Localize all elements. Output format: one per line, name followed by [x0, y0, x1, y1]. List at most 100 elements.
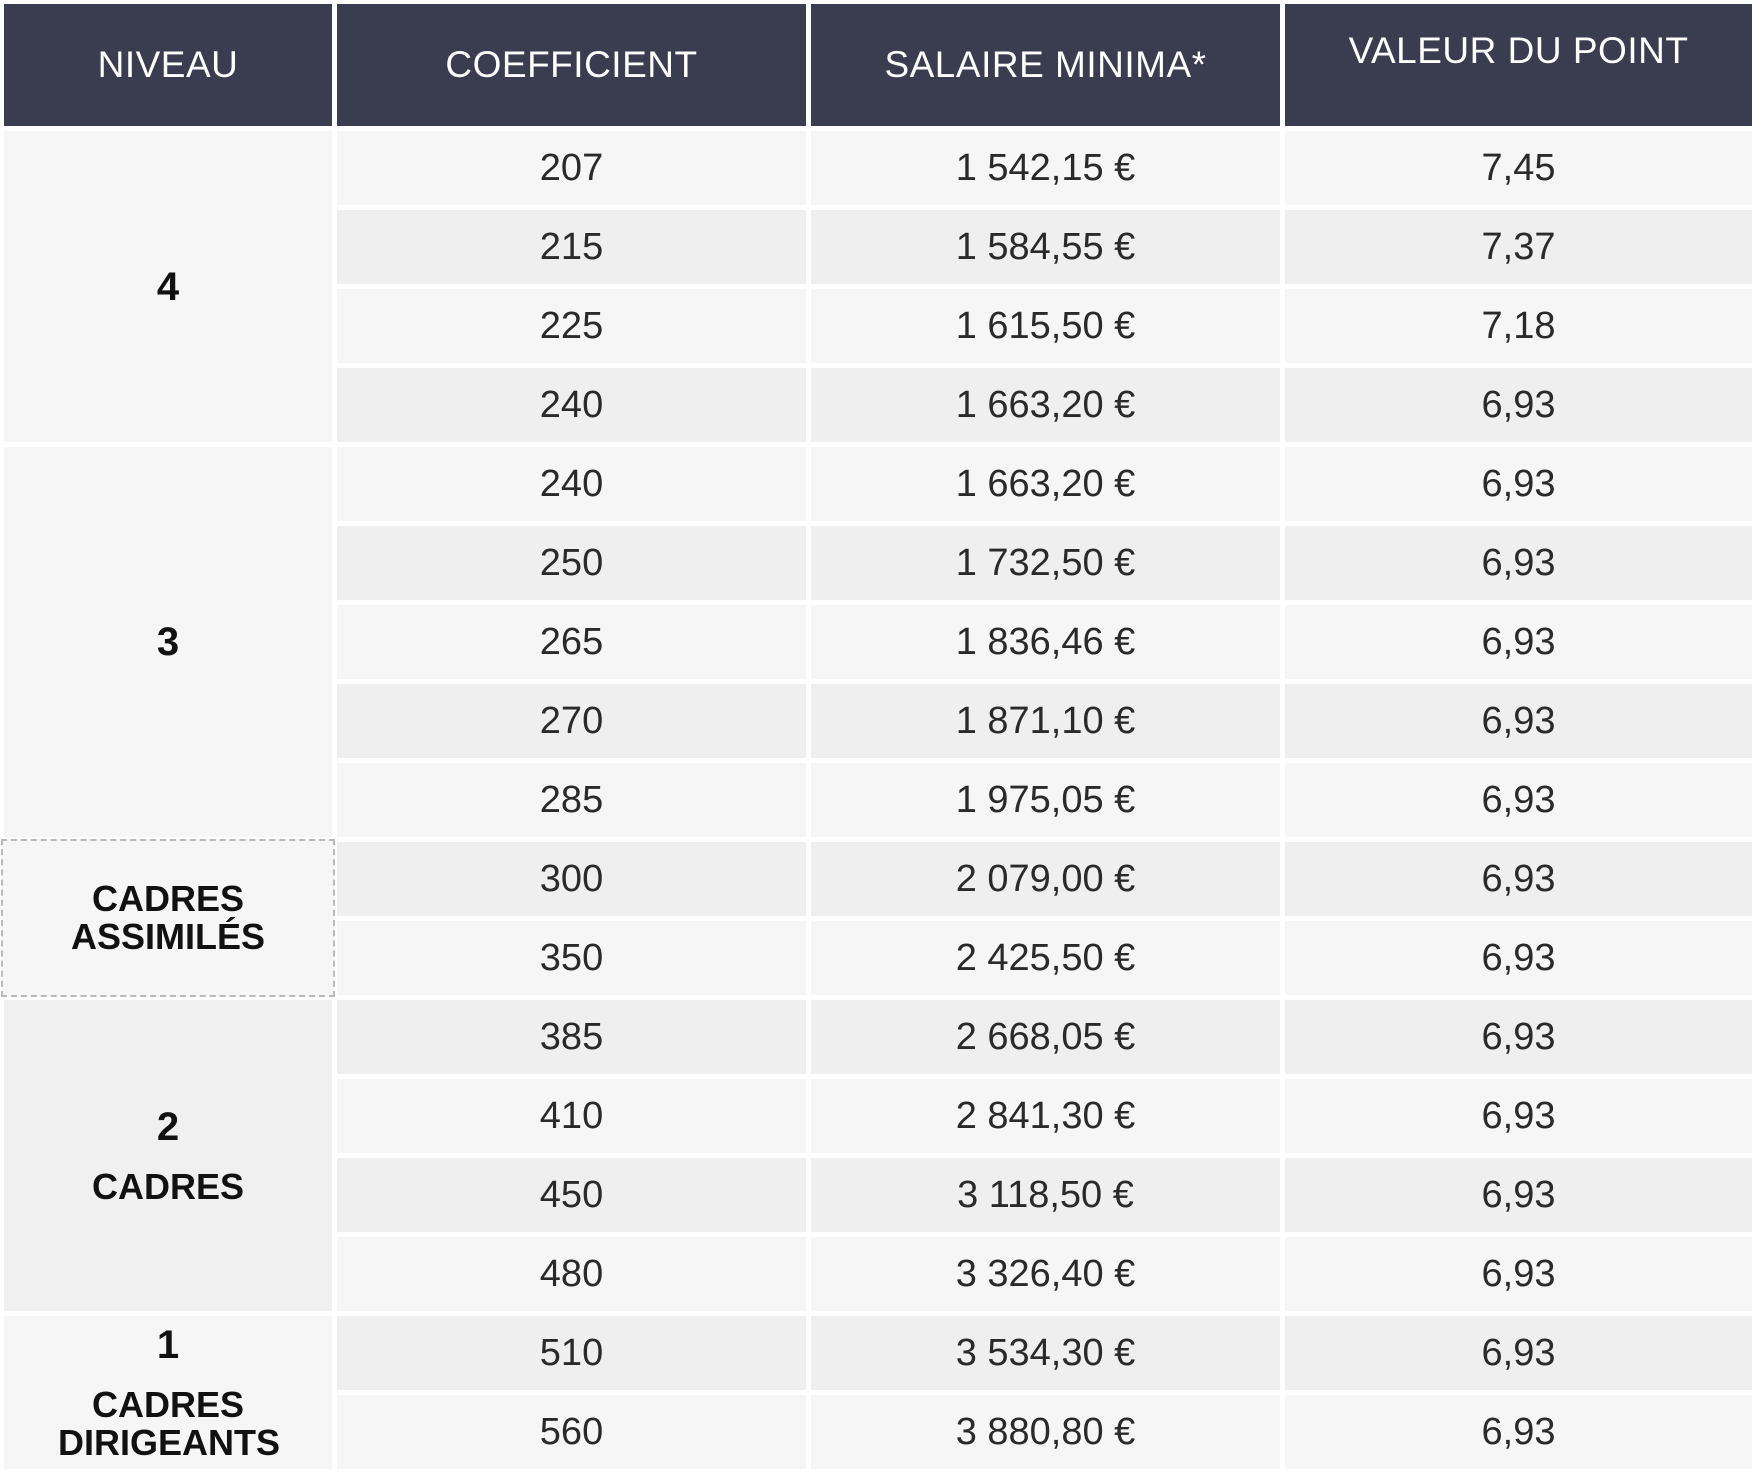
salaire-cell: 1 663,20 €: [811, 368, 1280, 442]
group-label: CADRES ASSIMILÉS: [70, 878, 266, 957]
valeur-cell: 6,93: [1285, 1000, 1752, 1074]
valeur-cell-text: 6,93: [1481, 1094, 1556, 1137]
group-label: CADRES DIRIGEANTS: [58, 1383, 281, 1463]
valeur-cell: 6,93: [1285, 368, 1752, 442]
valeur-cell-text: 6,93: [1481, 1410, 1556, 1453]
salaire-cell: 1 732,50 €: [811, 526, 1280, 600]
header-valeur-du-point: VALEUR DU POINT: [1285, 4, 1752, 126]
salaire-cell-text: 3 880,80 €: [955, 1410, 1136, 1453]
group-cell-niveau-3: 3: [4, 447, 332, 837]
valeur-cell-text: 7,37: [1481, 225, 1556, 268]
valeur-cell-text: 7,45: [1481, 146, 1556, 189]
coefficient-cell: 265: [337, 605, 806, 679]
valeur-cell: 6,93: [1285, 1395, 1752, 1469]
coefficient-cell-text: 215: [539, 225, 604, 268]
header-coefficient: COEFFICIENT: [337, 4, 806, 126]
salaire-cell-text: 1 584,55 €: [955, 225, 1136, 268]
group-number: 2: [156, 1104, 180, 1149]
salaire-cell: 1 836,46 €: [811, 605, 1280, 679]
salaire-cell: 1 663,20 €: [811, 447, 1280, 521]
salaire-cell: 2 841,30 €: [811, 1079, 1280, 1153]
valeur-cell: 6,93: [1285, 1158, 1752, 1232]
valeur-cell: 6,93: [1285, 526, 1752, 600]
coefficient-cell: 410: [337, 1079, 806, 1153]
coefficient-cell: 285: [337, 763, 806, 837]
group-number: 4: [156, 264, 180, 309]
header-salaire-minima-text: SALAIRE MINIMA*: [884, 44, 1207, 85]
salaire-cell-text: 1 836,46 €: [955, 620, 1136, 663]
header-niveau: NIVEAU: [4, 4, 332, 126]
salaire-cell: 3 534,30 €: [811, 1316, 1280, 1390]
coefficient-cell-text: 385: [539, 1015, 604, 1058]
valeur-cell: 6,93: [1285, 684, 1752, 758]
coefficient-cell-text: 480: [539, 1252, 604, 1295]
salaire-cell-text: 1 542,15 €: [955, 146, 1136, 189]
valeur-cell-text: 6,93: [1481, 462, 1556, 505]
salaire-cell: 2 079,00 €: [811, 842, 1280, 916]
valeur-cell: 6,93: [1285, 447, 1752, 521]
coefficient-cell: 240: [337, 368, 806, 442]
salaire-cell-text: 2 841,30 €: [955, 1094, 1136, 1137]
salaire-cell-text: 1 663,20 €: [955, 383, 1136, 426]
coefficient-cell: 300: [337, 842, 806, 916]
coefficient-cell: 225: [337, 289, 806, 363]
salaire-cell: 1 542,15 €: [811, 131, 1280, 205]
valeur-cell-text: 6,93: [1481, 1015, 1556, 1058]
salaire-cell-text: 1 732,50 €: [955, 541, 1136, 584]
coefficient-cell: 207: [337, 131, 806, 205]
valeur-cell-text: 6,93: [1481, 699, 1556, 742]
valeur-cell: 7,37: [1285, 210, 1752, 284]
group-number: 3: [156, 620, 180, 664]
salaire-cell: 1 871,10 €: [811, 684, 1280, 758]
header-niveau-text: NIVEAU: [97, 44, 239, 85]
valeur-cell: 7,18: [1285, 289, 1752, 363]
coefficient-cell-text: 410: [539, 1094, 604, 1137]
coefficient-cell: 450: [337, 1158, 806, 1232]
valeur-cell-text: 6,93: [1481, 541, 1556, 584]
salaire-cell: 1 584,55 €: [811, 210, 1280, 284]
salaire-cell-text: 3 118,50 €: [957, 1173, 1134, 1216]
coefficient-cell: 270: [337, 684, 806, 758]
salaire-cell-text: 1 975,05 €: [955, 778, 1136, 821]
coefficient-cell-text: 207: [539, 146, 604, 189]
coefficient-cell-text: 240: [539, 383, 604, 426]
coefficient-cell: 385: [337, 1000, 806, 1074]
salaire-cell-text: 3 534,30 €: [955, 1331, 1136, 1374]
valeur-cell-text: 6,93: [1481, 936, 1556, 979]
salaire-cell-text: 1 871,10 €: [955, 699, 1136, 742]
valeur-cell: 6,93: [1285, 921, 1752, 995]
coefficient-cell-text: 250: [539, 541, 604, 584]
valeur-cell-text: 6,93: [1481, 620, 1556, 663]
salaire-cell-text: 3 326,40 €: [955, 1252, 1136, 1295]
group-cell-niveau-2-cadres: 2 CADRES: [4, 1000, 332, 1311]
coefficient-cell-text: 265: [539, 620, 604, 663]
valeur-cell-text: 6,93: [1481, 383, 1556, 426]
valeur-cell-text: 6,93: [1481, 1331, 1556, 1374]
group-cell-niveau-1-cadres-dirigeants: 1 CADRES DIRIGEANTS: [4, 1316, 332, 1469]
coefficient-cell: 510: [337, 1316, 806, 1390]
coefficient-cell-text: 240: [539, 462, 604, 505]
salaire-cell: 1 975,05 €: [811, 763, 1280, 837]
group-cell-niveau-4: 4: [4, 131, 332, 442]
header-salaire-minima: SALAIRE MINIMA*: [811, 4, 1280, 126]
group-cell-cadres-assimiles: CADRES ASSIMILÉS: [1, 839, 335, 997]
salaire-cell-text: 2 425,50 €: [955, 936, 1136, 979]
coefficient-cell: 560: [337, 1395, 806, 1469]
salaire-cell: 3 880,80 €: [811, 1395, 1280, 1469]
header-valeur-du-point-text: VALEUR DU POINT: [1348, 30, 1689, 71]
coefficient-cell: 215: [337, 210, 806, 284]
valeur-cell: 6,93: [1285, 1079, 1752, 1153]
group-label: CADRES: [91, 1165, 244, 1207]
coefficient-cell-text: 270: [539, 699, 604, 742]
coefficient-cell: 350: [337, 921, 806, 995]
salaire-cell: 2 668,05 €: [811, 1000, 1280, 1074]
coefficient-cell: 240: [337, 447, 806, 521]
valeur-cell: 6,93: [1285, 842, 1752, 916]
coefficient-cell: 250: [337, 526, 806, 600]
valeur-cell: 6,93: [1285, 1237, 1752, 1311]
salaire-cell-text: 2 079,00 €: [955, 857, 1136, 900]
group-number: 1: [156, 1322, 180, 1367]
coefficient-cell: 480: [337, 1237, 806, 1311]
salaire-cell: 2 425,50 €: [811, 921, 1280, 995]
